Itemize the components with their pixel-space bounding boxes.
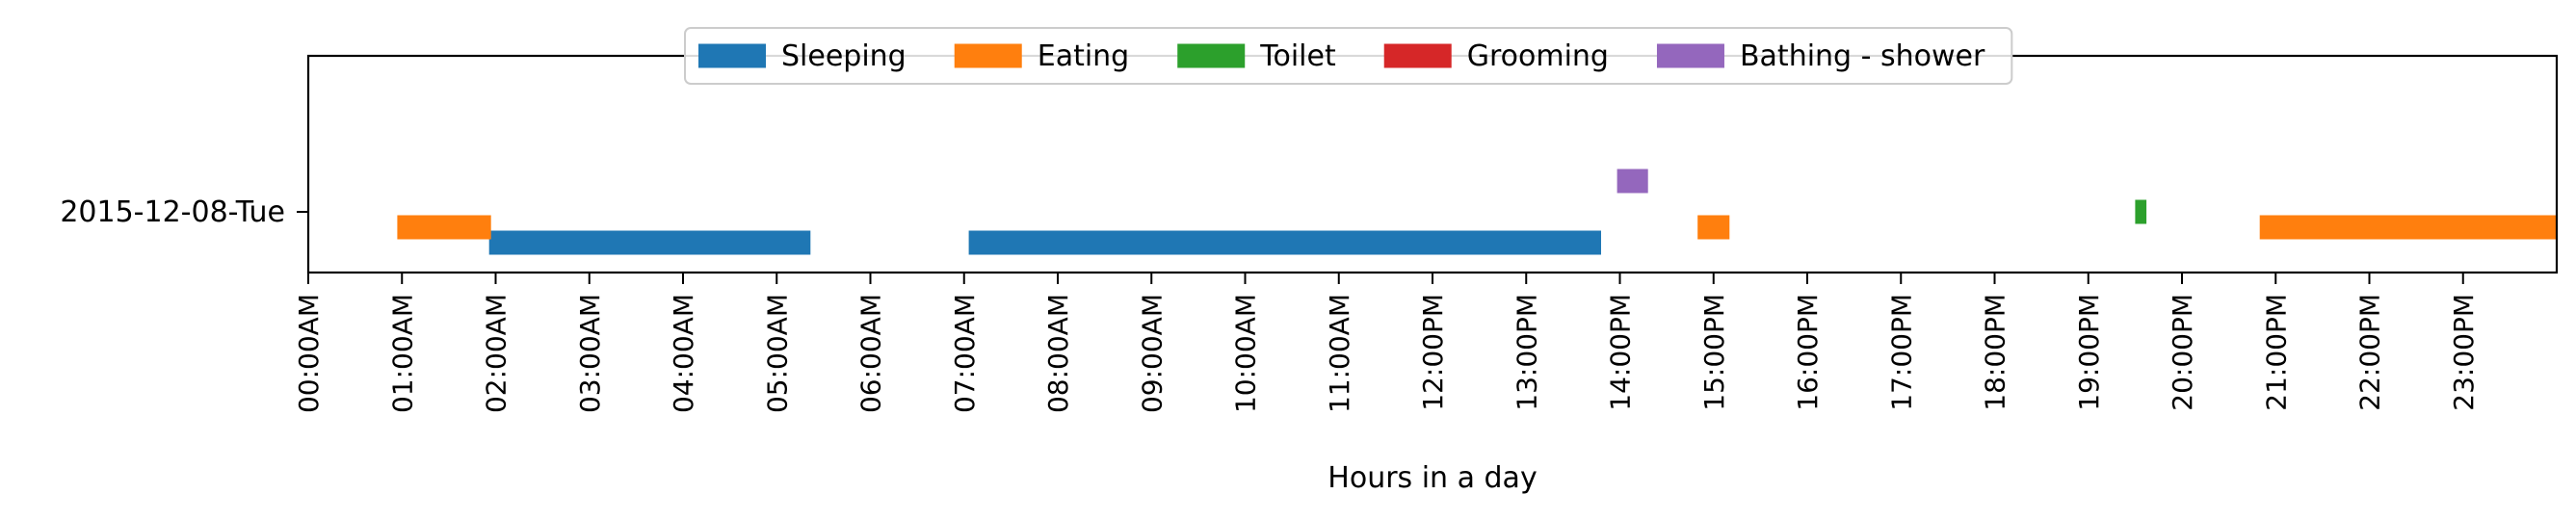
x-tick-label: 23:00PM (2448, 294, 2480, 411)
x-tick-label: 21:00PM (2260, 294, 2292, 411)
legend-swatch-eating (954, 43, 1022, 68)
legend-swatch-toilet (1177, 43, 1246, 68)
legend-label-grooming: Grooming (1467, 39, 1609, 73)
x-tick-label: 09:00AM (1136, 294, 1168, 413)
x-tick-label: 07:00AM (949, 294, 981, 413)
legend-label-eating: Eating (1038, 39, 1130, 73)
bar-eating-0 (397, 215, 491, 240)
x-tick-label: 05:00AM (761, 294, 793, 413)
x-tick-label: 11:00AM (1324, 294, 1355, 413)
x-tick-label: 22:00PM (2354, 294, 2386, 411)
legend-box (684, 27, 2013, 85)
x-axis: 00:00AM 01:00AM 02:00AM 03:00AM 04:00AM 05:00… (293, 273, 2480, 413)
bar-eating-2 (2259, 215, 2557, 240)
bar-bathing-shower-0 (1617, 169, 1648, 194)
x-tick-label: 00:00AM (293, 294, 325, 413)
x-axis-label: Hours in a day (1327, 461, 1537, 495)
x-tick-label: 19:00PM (2073, 294, 2105, 411)
y-axis: 2015-12-08-Tue (60, 195, 308, 229)
x-tick-label: 03:00AM (574, 294, 606, 413)
x-tick-label: 02:00AM (481, 294, 513, 413)
x-tick-label: 10:00AM (1230, 294, 1262, 413)
x-tick-label: 01:00AM (386, 294, 418, 413)
x-tick-label: 12:00PM (1417, 294, 1449, 411)
legend-swatch-bathing-shower (1656, 43, 1724, 68)
legend: Sleeping Eating Toilet Grooming Bathing - sh… (684, 27, 2013, 85)
x-tick-label: 15:00PM (1698, 294, 1730, 411)
legend-swatch-sleeping (698, 43, 766, 68)
x-tick-label: 06:00AM (855, 294, 887, 413)
x-tick-label: 18:00PM (1980, 294, 2011, 411)
legend-label-sleeping: Sleeping (781, 39, 907, 73)
bar-eating-1 (1697, 215, 1730, 240)
legend-label-bathing-shower: Bathing - shower (1740, 39, 1985, 73)
x-tick-label: 17:00PM (1885, 294, 1917, 411)
bar-sleeping-1 (968, 230, 1601, 255)
x-tick-label: 08:00AM (1042, 294, 1074, 413)
x-tick-label: 13:00PM (1511, 294, 1542, 411)
legend-label-toilet: Toilet (1259, 39, 1336, 73)
activity-bars (397, 169, 2557, 255)
bar-sleeping-0 (488, 230, 811, 255)
x-tick-label: 04:00AM (668, 294, 699, 413)
x-tick-label: 16:00PM (1792, 294, 1824, 411)
legend-swatch-grooming (1383, 43, 1452, 68)
x-tick-label: 14:00PM (1605, 294, 1637, 411)
y-tick-label: 2015-12-08-Tue (60, 195, 285, 229)
bar-toilet-0 (2135, 199, 2147, 224)
x-tick-label: 20:00PM (2167, 294, 2198, 411)
